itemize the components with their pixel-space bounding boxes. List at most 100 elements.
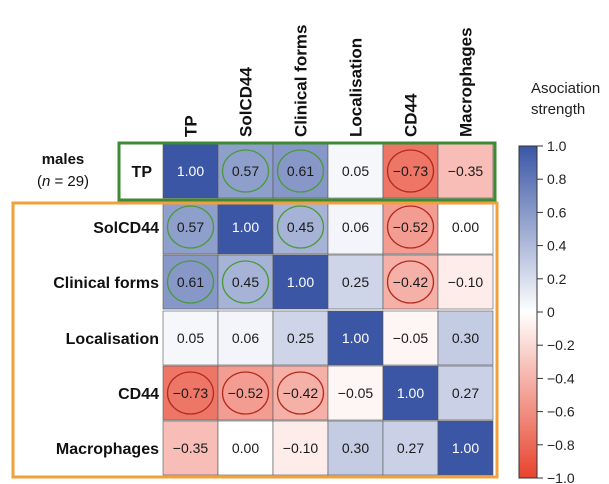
cell-value-label: 0.45 [232, 274, 259, 290]
colorbar-tick-label: −0.6 [547, 404, 575, 420]
group-boxes [11, 141, 499, 479]
row-label: SolCD44 [93, 220, 159, 237]
heatmap-cell [327, 143, 384, 199]
cell-value-label: 0.57 [177, 219, 204, 235]
significance-circle [166, 205, 215, 249]
heatmap-cell [217, 199, 274, 255]
cell-value-label: 0.57 [232, 163, 259, 179]
cell-value-label: 0.61 [177, 274, 204, 290]
colorbar-tick-label: 0.8 [547, 171, 567, 187]
column-label: Localisation [347, 38, 366, 137]
column-label: SolCD44 [237, 67, 256, 137]
cell-value-label: −0.35 [448, 163, 484, 179]
significance-circle [276, 149, 325, 193]
cell-value-label: 0.27 [397, 440, 424, 456]
heatmap-cell [217, 143, 274, 199]
heatmap-cell [217, 365, 274, 421]
cell-value-label: 0.05 [177, 330, 204, 346]
cell-value-label: −0.52 [393, 219, 429, 235]
column-labels: TP SolCD44 Clinical forms Localisation CD44 M… [182, 25, 476, 137]
cell-value-label: 0.00 [452, 219, 479, 235]
heatmap-cell [272, 365, 329, 421]
cell-value-label: 0.45 [287, 219, 314, 235]
colorbar-tick-label: 0.4 [547, 238, 567, 254]
significance-circle [386, 149, 435, 193]
colorbar-tick-label: −0.2 [547, 337, 575, 353]
heatmap-cell [382, 199, 439, 255]
group-label: males [42, 151, 85, 168]
colorbar-tick-label: 0.6 [547, 204, 567, 220]
row-label: CD44 [118, 386, 159, 403]
significance-circle [166, 371, 215, 415]
significance-circle [276, 371, 325, 415]
heatmap-cell [272, 420, 329, 476]
heatmap-cell [382, 143, 439, 199]
significance-circle [221, 260, 270, 304]
cell-value-label: 0.27 [452, 385, 479, 401]
cell-value-label: 0.25 [287, 330, 314, 346]
heatmap-cell [162, 310, 219, 366]
cell-value-label: 1.00 [342, 330, 369, 346]
cell-value-label: 1.00 [287, 274, 314, 290]
colorbar-gradient [518, 145, 538, 479]
heatmap-cell [327, 310, 384, 366]
cell-value-label: 1.00 [452, 440, 479, 456]
cell-value-label: 0.06 [232, 330, 259, 346]
cell-value-label: 0.30 [342, 440, 369, 456]
heatmap-cell [382, 420, 439, 476]
heatmap-cell [162, 420, 219, 476]
cell-value-label: 1.00 [397, 385, 424, 401]
significance-circle [166, 260, 215, 304]
group-sample-size: (n = 29) [37, 173, 89, 190]
heatmap-cell [162, 143, 219, 199]
cell-value-label: 0.00 [232, 440, 259, 456]
heatmap-cell [217, 420, 274, 476]
cell-value-label: −0.05 [393, 330, 429, 346]
cell-value-label: 0.06 [342, 219, 369, 235]
significance-circle [386, 260, 435, 304]
group-annotation: males (n = 29) [37, 151, 89, 190]
cell-value-label: −0.52 [228, 385, 264, 401]
colorbar-tick-label: 1.0 [547, 138, 567, 154]
cell-value-label: −0.42 [283, 385, 319, 401]
significance-circle [221, 371, 270, 415]
column-label: TP [182, 115, 201, 137]
variables-highlight-box [11, 201, 499, 479]
colorbar-tick-label: −0.8 [547, 437, 575, 453]
cell-value-label: −0.10 [448, 274, 484, 290]
colorbar: Asociation strength 1.0 0.8 0.6 0.4 0.2 0 −0.2… [518, 80, 600, 484]
heatmap-cell [437, 310, 494, 366]
heatmap-cell [327, 365, 384, 421]
significance-circle [386, 205, 435, 249]
heatmap-cell [272, 310, 329, 366]
cell-value-label: 0.61 [287, 163, 314, 179]
cell-value-label: 0.25 [342, 274, 369, 290]
heatmap-cell [217, 254, 274, 310]
heatmap-cell [437, 199, 494, 255]
heatmap-cells: 1.00 0.57 0.61 0.05 −0.73 −0.35 0.57 1.00 0.45 0.… [162, 143, 494, 476]
cell-value-label: 1.00 [177, 163, 204, 179]
row-labels: TP SolCD44 Clinical forms Localisation CD44 M… [53, 164, 159, 458]
row-label: Localisation [66, 331, 159, 348]
heatmap-cell [327, 420, 384, 476]
heatmap-cell [327, 254, 384, 310]
colorbar-tick-label: 0 [547, 304, 555, 320]
cell-value-label: 0.05 [342, 163, 369, 179]
cell-value-label: 0.30 [452, 330, 479, 346]
heatmap-cell [437, 420, 494, 476]
row-label: TP [132, 164, 153, 181]
colorbar-tick-label: 0.2 [547, 271, 567, 287]
cell-value-label: −0.35 [173, 440, 209, 456]
heatmap-cell [272, 254, 329, 310]
heatmap-cell [327, 199, 384, 255]
heatmap-cell [272, 199, 329, 255]
cell-value-label: −0.05 [338, 385, 374, 401]
row-label: Macrophages [56, 441, 159, 458]
column-label: Macrophages [457, 27, 476, 137]
significance-circle [276, 205, 325, 249]
cell-value-label: −0.42 [393, 274, 429, 290]
column-label: CD44 [402, 93, 421, 137]
colorbar-title-line2: strength [531, 101, 585, 118]
cell-value-label: −0.73 [393, 163, 429, 179]
